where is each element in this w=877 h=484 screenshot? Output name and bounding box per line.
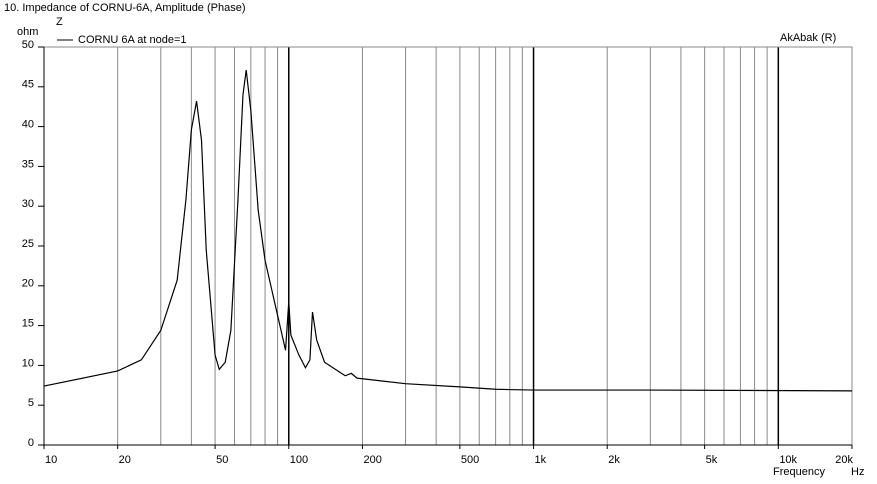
- legend-label: CORNU 6A at node=1: [78, 34, 187, 46]
- x-tick-label: 2k: [608, 454, 620, 466]
- y-tick-label: 10: [22, 357, 34, 369]
- x-axis-unit: Hz: [851, 466, 864, 478]
- plot-frame: [43, 46, 853, 446]
- y-tick-label: 45: [22, 79, 34, 91]
- y-tick-label: 30: [22, 198, 34, 210]
- y-tick-label: 0: [28, 437, 34, 449]
- x-tick-label: 20k: [835, 454, 853, 466]
- x-tick-label: 20: [119, 454, 131, 466]
- y-tick-label: 25: [22, 238, 34, 250]
- x-axis-label: Frequency: [773, 466, 825, 478]
- x-tick-label: 50: [216, 454, 228, 466]
- x-tick-label: 1k: [535, 454, 547, 466]
- y-tick-label: 15: [22, 318, 34, 330]
- brand: AkAbak (R): [780, 32, 836, 44]
- x-tick-label: 100: [290, 454, 308, 466]
- x-tick-label: 200: [363, 454, 381, 466]
- y-tick-label: 35: [22, 158, 34, 170]
- x-tick-label: 10k: [779, 454, 797, 466]
- y-tick-label: 40: [22, 119, 34, 131]
- x-tick-label: 5k: [706, 454, 718, 466]
- series-line: [43, 70, 853, 392]
- x-tick-label: 500: [461, 454, 479, 466]
- y-tick-label: 50: [22, 39, 34, 51]
- y-axis-unit: ohm: [17, 26, 38, 38]
- y-axis-symbol: Z: [56, 16, 63, 28]
- chart-title: 10. Impedance of CORNU-6A, Amplitude (Ph…: [4, 2, 246, 14]
- x-tick-label: 10: [45, 454, 57, 466]
- y-tick-label: 20: [22, 278, 34, 290]
- y-tick-label: 5: [28, 397, 34, 409]
